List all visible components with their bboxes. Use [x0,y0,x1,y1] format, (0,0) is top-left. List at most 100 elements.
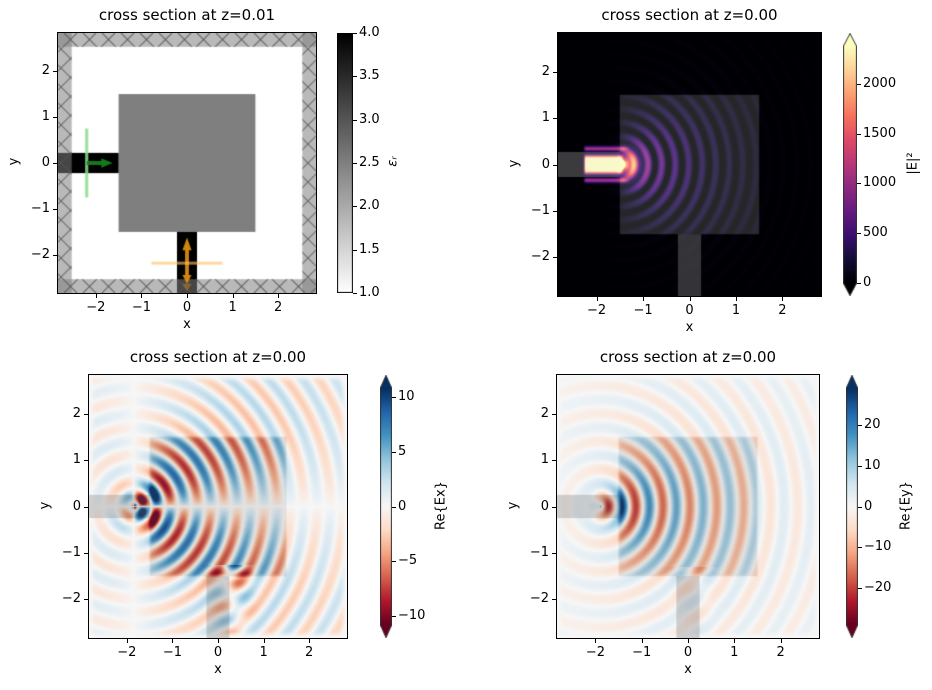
panel1-x-tick [643,297,645,301]
panel1-colorbar-tick-label: 500 [863,225,888,241]
panel0-colorbar-tick-label: 1.0 [359,285,380,300]
panel2-y-tick [84,552,88,554]
panel0-x-tick-label: 0 [182,300,192,315]
panel3-x-tick-label: 2 [776,645,785,660]
panel0-colorbar-tick-label: 4.0 [359,25,380,40]
panel3-colorbar-tick-label: 20 [864,416,881,432]
panel1-x-axis-label: x [685,320,694,335]
panel2-x-axis-label: x [214,662,222,677]
panel3-y-tick-label: 1 [540,452,549,468]
panel2-x-tick-label: 1 [259,645,268,660]
panel2-colorbar-tick-label: 10 [398,388,415,404]
panel3-colorbar-tick [858,547,862,549]
panel2-x-tick-label: 2 [305,645,314,660]
panel1-intensity-heatmap [557,32,822,297]
panel3-y-tick-label: 2 [540,405,549,421]
panel1-y-tick [553,210,557,212]
panel0-y-tick [53,254,57,256]
panel1-colorbar-tick-label: 0 [863,275,872,290]
panel2-colorbar-tick-label: 0 [398,498,407,514]
panel2-y-tick-label: 0 [72,498,81,514]
panel3-y-tick-label: −2 [529,591,549,607]
panel2-x-tick [263,639,265,643]
panel1-x-tick [689,297,691,301]
panel3-x-tick-label: −1 [632,645,652,660]
panel2-y-tick [84,460,88,462]
panel0-colorbar-tick-label: 2.0 [359,198,380,214]
panel2-x-tick-label: 0 [213,645,223,660]
panel2-colorbar-tick [392,561,396,563]
panel1-y-tick [553,257,557,259]
panel1-colorbar-tick [857,133,861,135]
panel3-colorbar-tick [858,465,862,467]
panel0-colorbar-tick-label: 3.0 [359,111,380,127]
panel3-y-tick-label: 0 [540,498,549,514]
panel0-colorbar-tick [353,33,357,34]
panel0-colorbar-tick [353,293,357,294]
panel3-colorbar-tick-label: 10 [864,457,881,473]
panel0-y-tick-label: −2 [30,246,50,262]
panel1-x-tick-label: 1 [731,303,741,318]
panel0-colorbar-tick [353,206,357,208]
panel2-x-tick [309,639,311,643]
panel0-colorbar-tick [353,76,357,78]
panel3-colorbar-tick [858,424,862,426]
panel0-x-tick-label: 1 [228,300,237,315]
panel3-y-tick [552,552,556,554]
panel1-colorbar-tick-label: 1500 [863,125,897,141]
panel1-y-tick-label: 0 [541,156,550,172]
panel0-x-tick [187,294,188,298]
panel3-x-tick-label: −2 [585,645,605,660]
panel3-x-tick [734,639,736,643]
panel0-y-tick-label: 0 [41,155,50,170]
panel3-x-tick-label: 1 [730,645,739,660]
panel0-colorbar-tick-label: 1.5 [359,241,380,257]
panel0-permittivity-heatmap [57,32,317,294]
panel2-y-tick-label: −2 [61,591,81,607]
panel3-y-tick [552,413,556,415]
panel3-x-tick [641,639,643,643]
panel2-colorbar-tick [392,506,396,508]
panel1-y-tick [553,118,557,120]
panel0-x-tick-label: −2 [86,300,106,315]
panel3-re-ey-heatmap [556,374,820,639]
panel2-y-tick-label: 1 [72,452,81,468]
panel1-x-tick [735,297,737,301]
panel2-colorbar-tick [392,616,396,618]
panel1-y-tick-label: −1 [530,202,550,218]
panel1-colorbar-tick [857,233,861,235]
panel1-colorbar-tick-label: 2000 [863,75,897,91]
panel2-x-tick-label: −1 [162,645,182,660]
panel2-y-tick [84,599,88,601]
panel3-y-tick [552,506,556,508]
panel0-colorbar-tick-label: 2.5 [359,155,380,170]
panel3-re-ey-colorbar [846,375,858,638]
panel0-y-tick [53,208,57,210]
panel0-permittivity-colorbar [337,33,353,293]
panel2-x-tick [126,639,128,643]
panel0-y-tick [53,163,57,164]
panel0-x-tick-label: 2 [274,300,283,315]
panel2-x-tick [172,639,174,643]
panel2-colorbar-tick [392,451,396,453]
panel0-x-tick [232,294,234,298]
panel1-x-tick-label: 0 [685,303,694,318]
panel2-colorbar-tick-label: 5 [398,443,407,459]
panel3-y-tick [552,599,556,601]
panel0-colorbar-tick-label: 3.5 [359,68,380,84]
panel2-x-tick [218,639,219,643]
panel1-title: cross section at z=0.00 [601,6,778,24]
panel1-y-tick-label: 1 [541,110,550,126]
panel1-colorbar-tick [857,183,861,185]
panel0-y-tick-label: 1 [41,109,50,125]
panel3-colorbar-tick [858,588,862,590]
panel3-colorbar-tick [858,506,862,508]
panel1-x-tick-label: 2 [778,303,787,318]
panel0-x-tick [141,294,143,298]
panel1-colorbar-tick [857,83,861,85]
panel0-colorbar-tick [353,249,357,251]
panel3-y-tick-label: −1 [529,544,549,560]
panel1-y-tick-label: −2 [530,249,550,265]
panel2-y-tick [84,506,88,508]
